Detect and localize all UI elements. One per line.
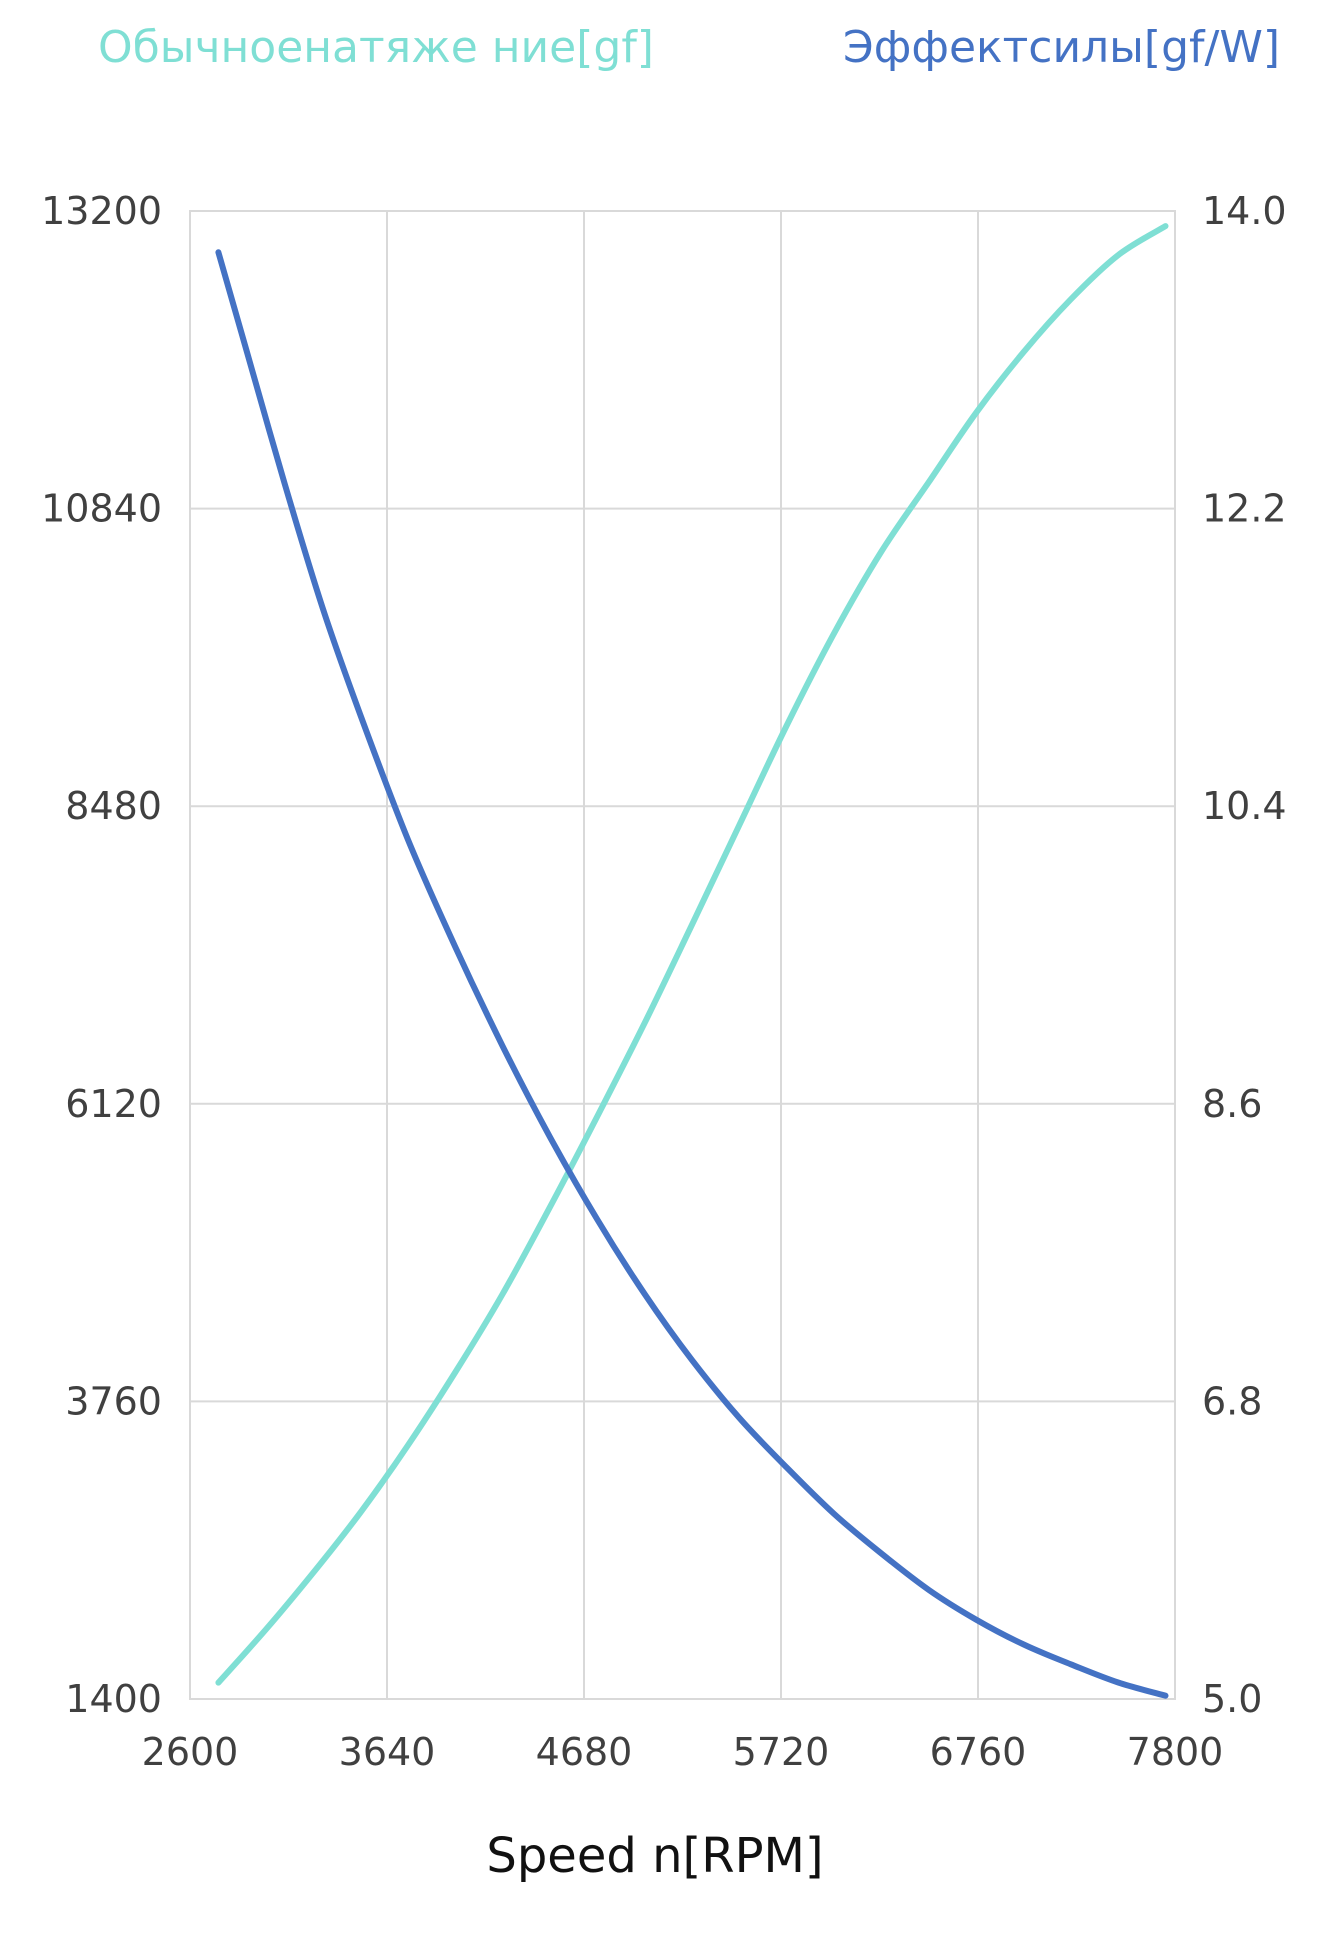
x-tick-label: 4680 [536, 1730, 633, 1774]
right-y-tick-label: 10.4 [1202, 784, 1287, 828]
left-y-tick-label: 13200 [41, 189, 162, 233]
left-y-tick-label: 1400 [65, 1677, 162, 1721]
right-y-tick-label: 8.6 [1202, 1082, 1262, 1126]
right-y-tick-label: 5.0 [1202, 1677, 1262, 1721]
thrust-series-line [215, 223, 1169, 1686]
efficiency-series-line [215, 249, 1169, 1699]
left-y-tick-label: 8480 [65, 784, 162, 828]
x-tick-label: 2600 [142, 1730, 239, 1774]
grid [189, 210, 1176, 1700]
x-tick-label: 6760 [930, 1730, 1027, 1774]
series-lines [215, 223, 1169, 1699]
right-series-title: Эффектсилы[gf/W] [843, 22, 1280, 73]
left-y-axis-ticks: 1400 3760 6120 8480 10840 13200 [41, 189, 162, 1721]
x-tick-label: 3640 [339, 1730, 436, 1774]
x-tick-label: 7800 [1127, 1730, 1224, 1774]
left-y-tick-label: 10840 [41, 487, 162, 531]
left-series-title: Обычноенатяже ние[gf] [98, 22, 654, 73]
right-y-tick-label: 14.0 [1202, 189, 1287, 233]
right-y-tick-label: 6.8 [1202, 1379, 1262, 1423]
plot-area-border [189, 210, 1176, 1700]
x-tick-label: 5720 [733, 1730, 830, 1774]
right-y-tick-label: 12.2 [1202, 487, 1287, 531]
x-axis-label: Speed n[RPM] [486, 1828, 823, 1884]
x-axis-ticks: 2600 3640 4680 5720 6760 7800 [142, 1730, 1224, 1774]
left-y-tick-label: 6120 [65, 1082, 162, 1126]
right-y-axis-ticks: 5.0 6.8 8.6 10.4 12.2 14.0 [1202, 189, 1287, 1721]
left-y-tick-label: 3760 [65, 1379, 162, 1423]
